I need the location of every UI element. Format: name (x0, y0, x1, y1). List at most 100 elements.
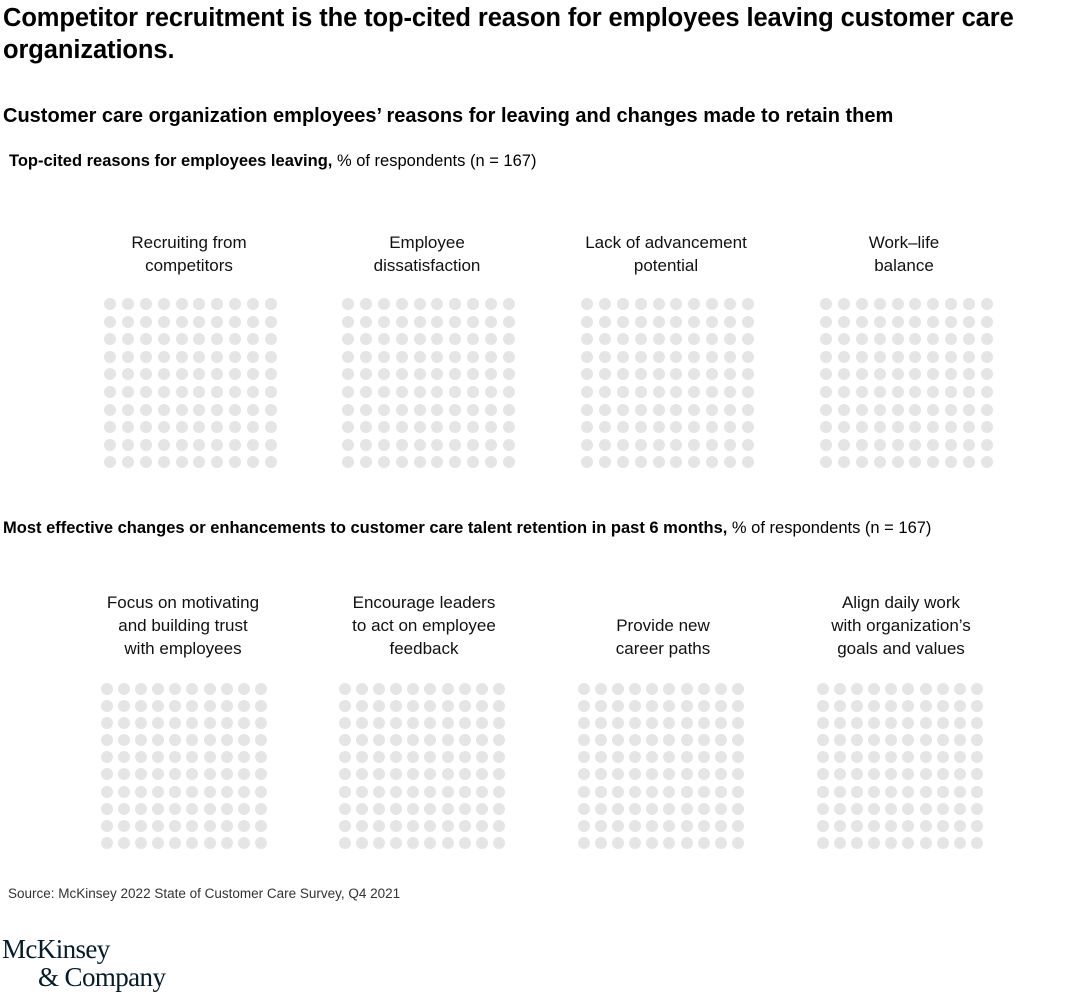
logo-line2: & Company (38, 962, 166, 992)
waffle-dot (157, 403, 170, 416)
waffle-dot (390, 734, 403, 747)
waffle-dot (390, 700, 403, 713)
waffle-dot (724, 333, 737, 346)
waffle-dot (873, 333, 886, 346)
waffle-dot (820, 350, 832, 363)
waffle-dot (724, 421, 737, 434)
waffle-dot (104, 403, 116, 416)
waffle-dot (407, 802, 420, 815)
waffle-dot (139, 350, 152, 363)
waffle-dot (407, 768, 420, 781)
waffle-dot (135, 768, 148, 781)
waffle-dot (598, 315, 611, 328)
waffle-dot (578, 802, 590, 815)
waffle-dot (970, 683, 983, 695)
waffle-dot (492, 836, 505, 849)
waffle-dot (186, 734, 199, 747)
waffle-dot (902, 785, 915, 798)
waffle-dot (175, 315, 188, 328)
waffle-dot (834, 768, 847, 781)
waffle-dot (503, 368, 516, 381)
waffle-dot (211, 333, 224, 346)
waffle-dot (629, 700, 642, 713)
waffle-dot (186, 802, 199, 815)
waffle-dot (449, 403, 462, 416)
chart-subtitle: Customer care organization employees’ re… (3, 105, 894, 127)
waffle-dot (220, 717, 233, 730)
waffle-dot (220, 802, 233, 815)
waffle-dot (193, 438, 206, 451)
waffle-dot (237, 717, 250, 730)
waffle-dot (339, 700, 351, 713)
waffle-dot (211, 456, 224, 469)
waffle-dot (169, 751, 182, 764)
waffle-dot (356, 768, 369, 781)
waffle-dot (742, 438, 755, 451)
waffle-dot (851, 785, 864, 798)
waffle-grid (342, 298, 516, 469)
waffle-dot (851, 717, 864, 730)
waffle-dot (390, 751, 403, 764)
waffle-dot (714, 836, 727, 849)
waffle-dot (101, 768, 113, 781)
waffle-dot (714, 751, 727, 764)
waffle-dot (492, 717, 505, 730)
waffle-dot (424, 700, 437, 713)
waffle-dot (663, 717, 676, 730)
waffle-dot (467, 298, 480, 310)
waffle-dot (247, 315, 260, 328)
waffle-dot (837, 403, 850, 416)
waffle-dot (431, 368, 444, 381)
waffle-dot (581, 421, 593, 434)
waffle-dot (203, 836, 216, 849)
waffle-dot (407, 836, 420, 849)
waffle-dot (963, 315, 976, 328)
waffle-dot (118, 751, 131, 764)
waffle-dot (265, 456, 278, 469)
waffle-dot (834, 802, 847, 815)
waffle-dot (963, 333, 976, 346)
waffle-dot (342, 403, 354, 416)
waffle-grid (101, 683, 267, 849)
waffle-dot (441, 768, 454, 781)
waffle-dot (211, 421, 224, 434)
waffle-dot (152, 785, 165, 798)
waffle-dot (902, 700, 915, 713)
waffle-dot (237, 700, 250, 713)
waffle-dot (646, 700, 659, 713)
waffle-dot (458, 802, 471, 815)
waffle-dot (431, 333, 444, 346)
waffle-dot (873, 438, 886, 451)
waffle-dot (101, 700, 113, 713)
waffle-dot (820, 298, 832, 310)
waffle-dot (578, 819, 590, 832)
waffle-dot (139, 298, 152, 310)
waffle-dot (169, 819, 182, 832)
waffle-dot (413, 350, 426, 363)
waffle-dot (503, 350, 516, 363)
waffle-dot (868, 819, 881, 832)
waffle-dot (936, 819, 949, 832)
waffle-dot (431, 438, 444, 451)
waffle-dot (742, 298, 755, 310)
waffle-dot (211, 403, 224, 416)
waffle-dot (135, 700, 148, 713)
waffle-dot (714, 683, 727, 695)
waffle-dot (581, 315, 593, 328)
waffle-dot (634, 421, 647, 434)
waffle-dot (706, 368, 719, 381)
waffle-dot (492, 802, 505, 815)
waffle-dot (413, 315, 426, 328)
waffle-dot (820, 333, 832, 346)
waffle-dot (395, 421, 408, 434)
waffle-dot (342, 421, 354, 434)
waffle-dot (873, 385, 886, 398)
waffle-dot (101, 836, 113, 849)
category-label: Work–life balance (868, 233, 940, 275)
waffle-dot (953, 700, 966, 713)
waffle-dot (101, 751, 113, 764)
waffle-dot (229, 368, 242, 381)
waffle-dot (169, 683, 182, 695)
waffle-dot (157, 315, 170, 328)
waffle-dot (855, 350, 868, 363)
